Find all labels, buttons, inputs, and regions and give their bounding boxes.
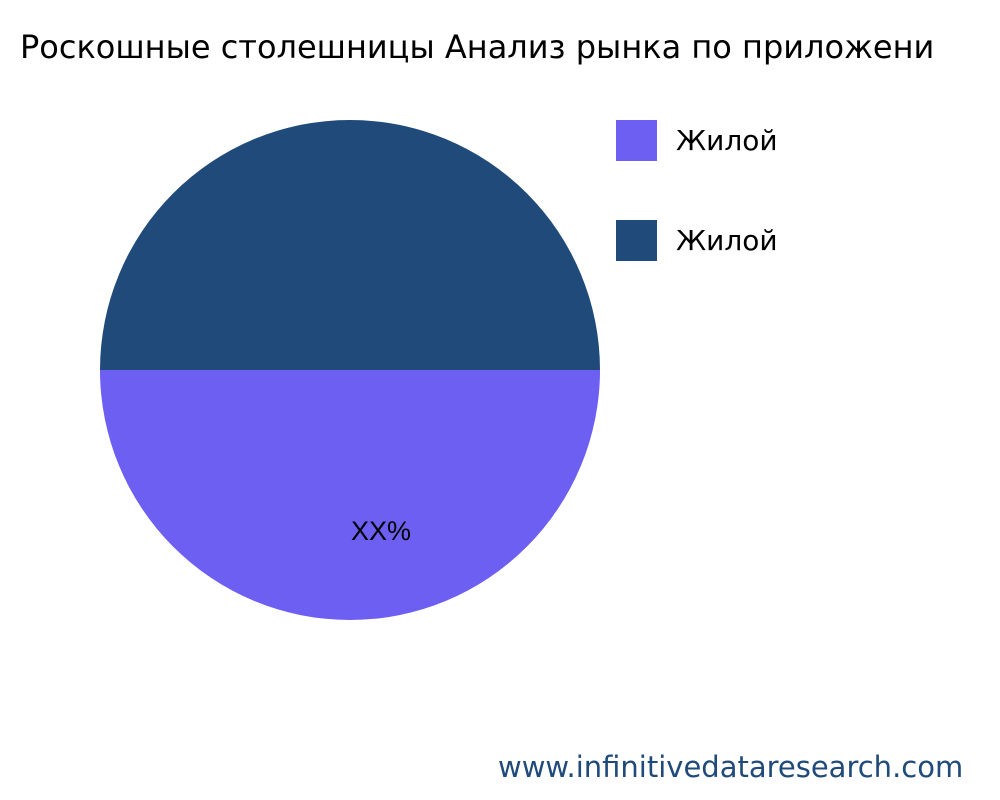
- footer-url: www.infinitivedataresearch.com: [498, 750, 964, 784]
- legend-item: Жилой: [616, 120, 778, 161]
- pie-slice: [100, 120, 600, 370]
- pie-slice: [100, 370, 600, 620]
- slice-label: XX%: [351, 516, 411, 546]
- legend-swatch: [616, 220, 657, 261]
- chart-title: Роскошные столешницы Анализ рынка по при…: [20, 28, 935, 66]
- legend-item: Жилой: [616, 220, 778, 261]
- legend-label: Жилой: [676, 124, 778, 157]
- legend-swatch: [616, 120, 657, 161]
- legend-label: Жилой: [676, 224, 778, 257]
